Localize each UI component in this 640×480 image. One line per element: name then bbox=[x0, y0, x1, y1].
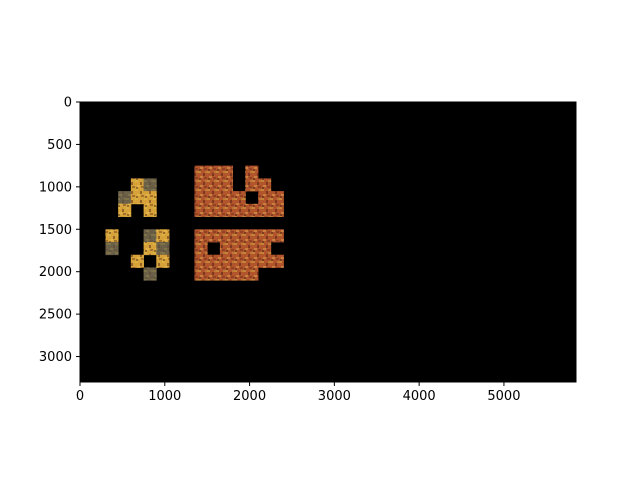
heatmap-tile bbox=[207, 165, 221, 179]
heatmap-tile bbox=[143, 267, 157, 281]
x-tick-label: 3000 bbox=[318, 389, 351, 404]
heatmap-tile bbox=[245, 229, 259, 243]
heatmap-tile bbox=[245, 203, 259, 217]
heatmap-tile bbox=[232, 229, 246, 243]
heatmap-tile bbox=[219, 254, 234, 268]
heatmap-tile bbox=[258, 178, 272, 192]
x-tick-label: 2000 bbox=[233, 389, 266, 404]
heatmap-tile bbox=[219, 229, 234, 243]
heatmap-tile bbox=[245, 178, 259, 192]
x-tick-label: 4000 bbox=[403, 389, 436, 404]
heatmap-tile bbox=[143, 229, 157, 243]
heatmap-tile bbox=[245, 254, 259, 268]
heatmap-tile bbox=[105, 229, 119, 243]
heatmap-tile bbox=[143, 203, 157, 217]
heatmap-tile bbox=[270, 203, 284, 217]
heatmap-tile bbox=[207, 191, 221, 205]
heatmap-tile bbox=[207, 178, 221, 192]
heatmap-tile bbox=[207, 229, 221, 243]
heatmap-tile bbox=[232, 267, 246, 281]
x-tick-label: 0 bbox=[76, 389, 84, 404]
heatmap-tile bbox=[245, 242, 259, 256]
heatmap-tile bbox=[207, 267, 221, 281]
heatmap-tile bbox=[143, 178, 157, 192]
heatmap-tile bbox=[130, 191, 144, 205]
plot-area bbox=[79, 101, 577, 383]
heatmap-tile bbox=[118, 203, 132, 217]
heatmap-tile bbox=[232, 254, 246, 268]
heatmap-tile bbox=[194, 254, 208, 268]
heatmap-tile bbox=[194, 267, 208, 281]
heatmap-tile bbox=[156, 254, 170, 268]
heatmap-tile bbox=[232, 203, 246, 217]
x-axis: 0 1000 2000 3000 4000 5000 bbox=[76, 382, 520, 404]
x-tick-label: 5000 bbox=[487, 389, 520, 404]
heatmap-tile bbox=[156, 229, 170, 243]
heatmap-tile bbox=[194, 203, 208, 217]
y-tick-label: 0 bbox=[64, 96, 72, 111]
heatmap-tile bbox=[130, 254, 144, 268]
heatmap-tile bbox=[194, 242, 208, 256]
heatmap-tile bbox=[143, 191, 157, 205]
heatmap-tile bbox=[219, 165, 234, 179]
heatmap-tile bbox=[118, 191, 132, 205]
heatmap-tile bbox=[258, 191, 272, 205]
heatmap-tile bbox=[219, 178, 234, 192]
heatmap-tile bbox=[258, 203, 272, 217]
y-tick-label: 1500 bbox=[39, 223, 72, 238]
heatmap-tile bbox=[270, 254, 284, 268]
heatmap-tile bbox=[258, 229, 272, 243]
heatmap-tile bbox=[156, 242, 170, 256]
y-tick-label: 500 bbox=[47, 138, 72, 153]
heatmap-tile bbox=[232, 191, 246, 205]
heatmap-tile bbox=[245, 165, 259, 179]
y-tick-label: 2000 bbox=[39, 265, 72, 280]
heatmap-tile bbox=[194, 165, 208, 179]
heatmap-tile bbox=[105, 242, 119, 256]
heatmap-tile bbox=[143, 242, 157, 256]
heatmap-tile bbox=[232, 242, 246, 256]
heatmap-tile bbox=[270, 191, 284, 205]
heatmap-tile bbox=[194, 229, 208, 243]
y-tick-label: 3000 bbox=[39, 350, 72, 365]
axes-frame bbox=[79, 101, 577, 383]
y-tick-label: 2500 bbox=[39, 308, 72, 323]
heatmap-tile bbox=[194, 191, 208, 205]
heatmap-tile bbox=[270, 229, 284, 243]
heatmap-tiles bbox=[105, 165, 284, 281]
heatmap-tile bbox=[207, 254, 221, 268]
heatmap-tile bbox=[219, 267, 234, 281]
x-tick-label: 1000 bbox=[148, 389, 181, 404]
heatmap-tile bbox=[219, 191, 234, 205]
heatmap-tile bbox=[245, 267, 259, 281]
heatmap-tile bbox=[258, 242, 272, 256]
heatmap-tile bbox=[207, 203, 221, 217]
heatmap-tile bbox=[130, 178, 144, 192]
heatmap-tile bbox=[194, 178, 208, 192]
y-tick-label: 1000 bbox=[39, 180, 72, 195]
heatmap-tile bbox=[258, 254, 272, 268]
y-axis: 0 500 1000 1500 2000 2500 3000 bbox=[39, 96, 80, 365]
heatmap-tile bbox=[219, 203, 234, 217]
heatmap-tile bbox=[219, 242, 234, 256]
